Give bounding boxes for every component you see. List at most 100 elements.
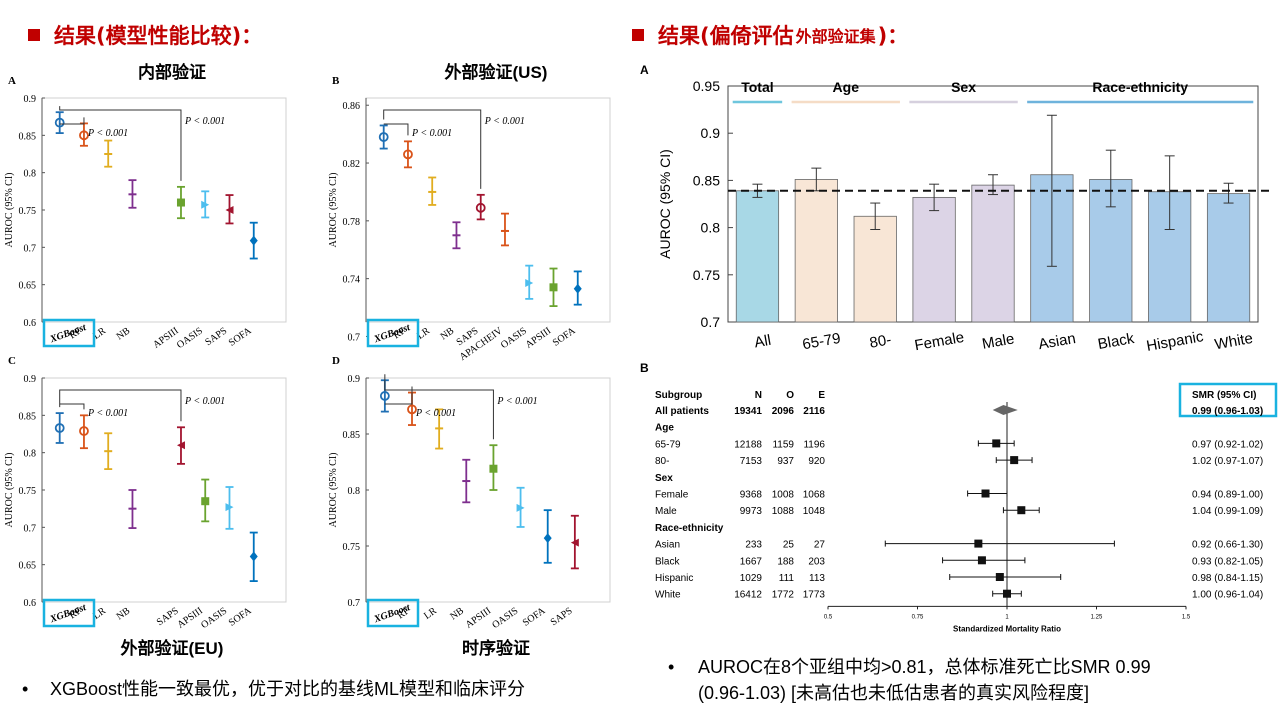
x-tick-label: 80- xyxy=(868,331,892,352)
data-point xyxy=(54,117,65,128)
row-label: Female xyxy=(655,490,689,501)
bar xyxy=(1206,193,1251,323)
title-square-icon xyxy=(28,29,40,41)
data-point xyxy=(225,206,234,214)
row-label: Male xyxy=(655,506,677,517)
p-value-label: P < 0.001 xyxy=(496,396,537,407)
cell-e: 203 xyxy=(808,556,825,567)
y-tick-label: 0.75 xyxy=(693,267,720,283)
cell-smr: 0.94 (0.89-1.00) xyxy=(1192,490,1263,501)
y-tick-label: 0.8 xyxy=(701,220,721,236)
panel-B: B 0.7 0.74 0.78 0.82 0.86 AUROC (95% CI) 外部验证(U… xyxy=(328,62,611,363)
data-point xyxy=(79,426,89,436)
cell-o: 188 xyxy=(777,556,794,567)
data-point xyxy=(570,538,579,547)
cell-n: 12188 xyxy=(734,439,762,450)
point-estimate xyxy=(995,573,1004,581)
point-estimate xyxy=(977,556,986,565)
row-label: Hispanic xyxy=(655,573,693,584)
panel-title: 时序验证 xyxy=(462,638,530,658)
highlight-box xyxy=(366,318,420,348)
y-tick-label: 0.8 xyxy=(348,486,361,497)
cell-smr: 1.00 (0.96-1.04) xyxy=(1192,590,1263,601)
bracket-line xyxy=(59,117,85,125)
group-label: Age xyxy=(833,79,860,95)
panel-letter: D xyxy=(332,355,340,367)
x-tick-label: 0.75 xyxy=(912,614,924,620)
y-axis-label: AUROC (95% CI) xyxy=(657,149,673,259)
y-tick-label: 0.75 xyxy=(19,486,37,497)
x-tick-label: Female xyxy=(913,329,965,354)
bracket-line xyxy=(59,106,182,181)
x-tick-label: OASIS xyxy=(175,325,205,351)
data-point xyxy=(403,149,413,160)
cell-e: 27 xyxy=(814,540,826,551)
title-square-icon xyxy=(632,29,644,41)
panel-A: A 0.6 0.65 0.7 0.75 0.8 0.85 0.9 AUROC (95% CI) 内… xyxy=(4,62,287,351)
x-tick-label: NB xyxy=(438,325,456,342)
y-tick-label: 0.75 xyxy=(343,542,361,553)
bracket-line xyxy=(384,374,494,440)
cell-o: 937 xyxy=(777,456,794,467)
cell-o: 1159 xyxy=(772,439,794,450)
panel-letter: C xyxy=(8,355,16,367)
y-tick-label: 0.86 xyxy=(343,101,361,112)
data-point xyxy=(525,278,534,287)
highlight-box xyxy=(366,598,420,628)
bar xyxy=(735,190,780,323)
model-comparison-panels: A 0.6 0.65 0.7 0.75 0.8 0.85 0.9 AUROC (95% CI) 内… xyxy=(4,62,611,658)
cell-n: 16412 xyxy=(734,590,762,601)
x-tick-label: APSIII xyxy=(151,325,181,350)
point-estimate xyxy=(992,439,1001,448)
x-tick-label: Male xyxy=(981,330,1016,352)
cell-e: 1068 xyxy=(803,490,826,501)
table-header: N xyxy=(755,390,762,401)
cell-o: 2096 xyxy=(772,406,795,417)
plot-frame xyxy=(41,97,287,323)
cell-smr: 0.97 (0.92-1.02) xyxy=(1192,439,1263,450)
data-point xyxy=(475,202,486,213)
cell-smr: 0.99 (0.96-1.03) xyxy=(1192,406,1263,417)
bullet-dot: • xyxy=(668,657,675,677)
panel-letter: B xyxy=(332,75,340,87)
p-value-label: P < 0.001 xyxy=(415,408,456,419)
y-tick-label: 0.9 xyxy=(24,374,37,385)
x-tick-label: APSIII xyxy=(524,325,554,350)
cell-smr: 1.02 (0.97-1.07) xyxy=(1192,456,1263,467)
x-tick-label: NB xyxy=(448,605,466,622)
left-title-colon: ： xyxy=(241,24,263,48)
bracket-line xyxy=(383,123,409,136)
panel-letter: A xyxy=(8,75,16,87)
y-tick-label: 0.6 xyxy=(24,598,37,609)
x-tick-label: SOFA xyxy=(227,605,254,629)
panel-title: 内部验证 xyxy=(138,62,206,82)
panel-letter: B xyxy=(640,361,649,375)
cell-o: 25 xyxy=(783,540,795,551)
x-tick-label: Hispanic xyxy=(1145,328,1205,355)
x-tick-label: 65-79 xyxy=(801,330,842,353)
bullet-dot: • xyxy=(22,679,29,699)
y-tick-label: 0.85 xyxy=(343,430,361,441)
x-tick-label: SAPS xyxy=(549,605,575,628)
y-axis-label: AUROC (95% CI) xyxy=(4,453,15,528)
x-tick-label: APSIII xyxy=(175,605,205,630)
highlight-box xyxy=(42,598,96,628)
x-tick-label: SAPS xyxy=(203,325,229,348)
left-section-title: 结果(模型性能比较)： xyxy=(28,20,262,50)
y-tick-label: 0.8 xyxy=(24,169,37,180)
cell-smr: 0.93 (0.82-1.05) xyxy=(1192,556,1263,567)
cell-n: 7153 xyxy=(740,456,763,467)
bracket-line xyxy=(384,386,413,405)
data-point xyxy=(201,497,210,506)
cell-n: 9973 xyxy=(740,506,763,517)
right-title-end: )： xyxy=(877,24,909,48)
y-tick-label: 0.95 xyxy=(693,78,720,94)
data-point xyxy=(489,464,498,473)
y-axis-label: AUROC (95% CI) xyxy=(328,173,339,248)
y-tick-label: 0.74 xyxy=(343,275,361,286)
x-tick-label: White xyxy=(1213,330,1254,353)
data-point xyxy=(79,130,89,141)
group-label: Race-ethnicity xyxy=(1092,79,1188,95)
cell-n: 19341 xyxy=(734,406,762,417)
x-axis-label: Standardized Mortality Ratio xyxy=(953,624,1061,633)
